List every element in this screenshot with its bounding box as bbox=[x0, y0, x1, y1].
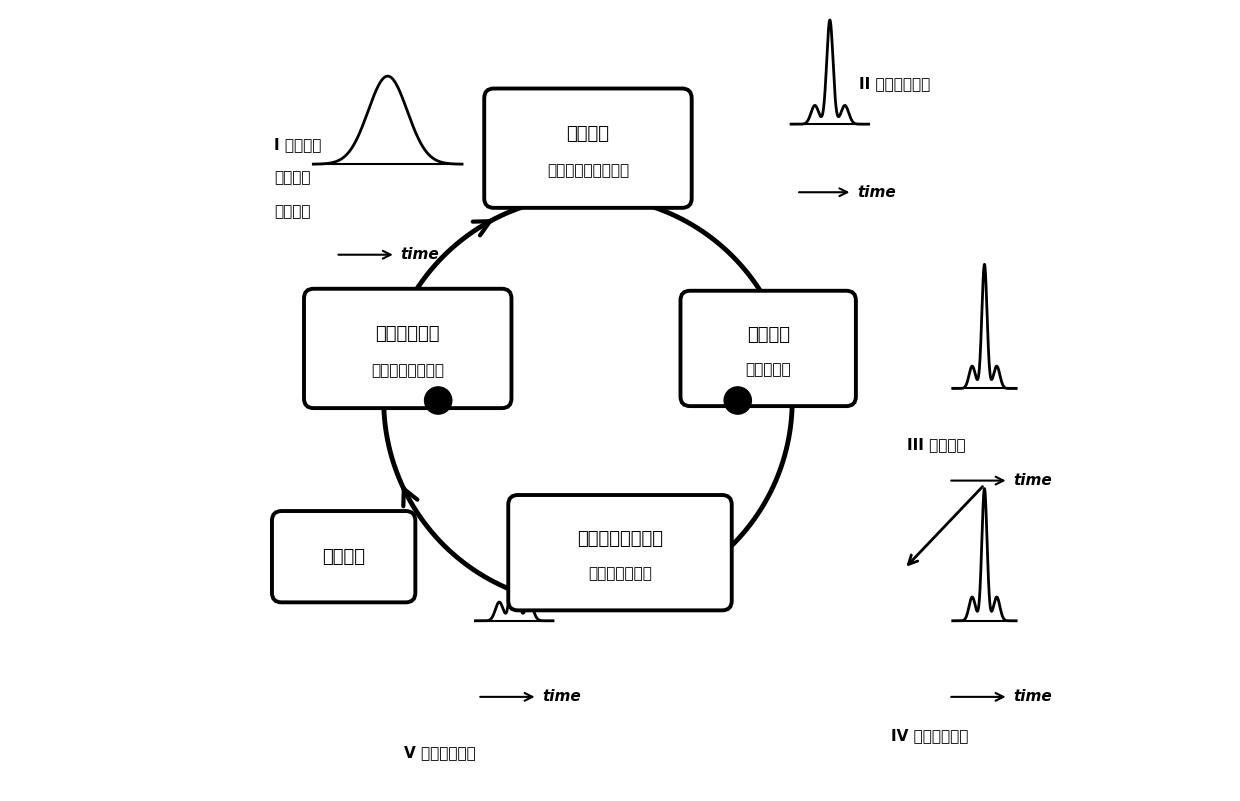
Text: 可饱和吸收体开关: 可饱和吸收体开关 bbox=[577, 530, 663, 548]
Text: II 脉冲光谱展宽: II 脉冲光谱展宽 bbox=[858, 77, 930, 91]
Text: （非线性光谱调制）: （非线性光谱调制） bbox=[547, 163, 629, 178]
Text: time: time bbox=[1013, 690, 1052, 704]
Text: 克尔介质: 克尔介质 bbox=[567, 125, 610, 143]
Text: 光谱窄化: 光谱窄化 bbox=[274, 204, 310, 219]
FancyBboxPatch shape bbox=[485, 88, 692, 208]
Text: V 脉冲稳定循环: V 脉冲稳定循环 bbox=[404, 746, 476, 760]
Text: 脉冲展宽: 脉冲展宽 bbox=[274, 171, 310, 185]
Text: （脉冲启动器）: （脉冲启动器） bbox=[588, 566, 652, 582]
Text: 掺杂增益介质: 掺杂增益介质 bbox=[376, 325, 440, 344]
Text: （适调啁）: （适调啁） bbox=[745, 362, 791, 377]
Text: IV 窄化脉冲输出: IV 窄化脉冲输出 bbox=[890, 728, 968, 743]
Text: （有限增益带宽）: （有限增益带宽） bbox=[371, 363, 444, 378]
Circle shape bbox=[724, 387, 751, 414]
Text: I 能量放大: I 能量放大 bbox=[274, 137, 321, 151]
Text: time: time bbox=[401, 248, 439, 262]
Text: III 脉冲窄化: III 脉冲窄化 bbox=[906, 437, 966, 452]
FancyBboxPatch shape bbox=[508, 495, 732, 610]
FancyBboxPatch shape bbox=[304, 288, 511, 409]
Circle shape bbox=[424, 387, 451, 414]
Text: 色散管理: 色散管理 bbox=[746, 326, 790, 344]
Text: time: time bbox=[857, 185, 895, 199]
FancyBboxPatch shape bbox=[272, 511, 415, 602]
FancyBboxPatch shape bbox=[681, 291, 856, 406]
Text: 泵浦系统: 泵浦系统 bbox=[322, 548, 365, 566]
Text: time: time bbox=[542, 690, 582, 704]
Text: time: time bbox=[1013, 473, 1052, 488]
